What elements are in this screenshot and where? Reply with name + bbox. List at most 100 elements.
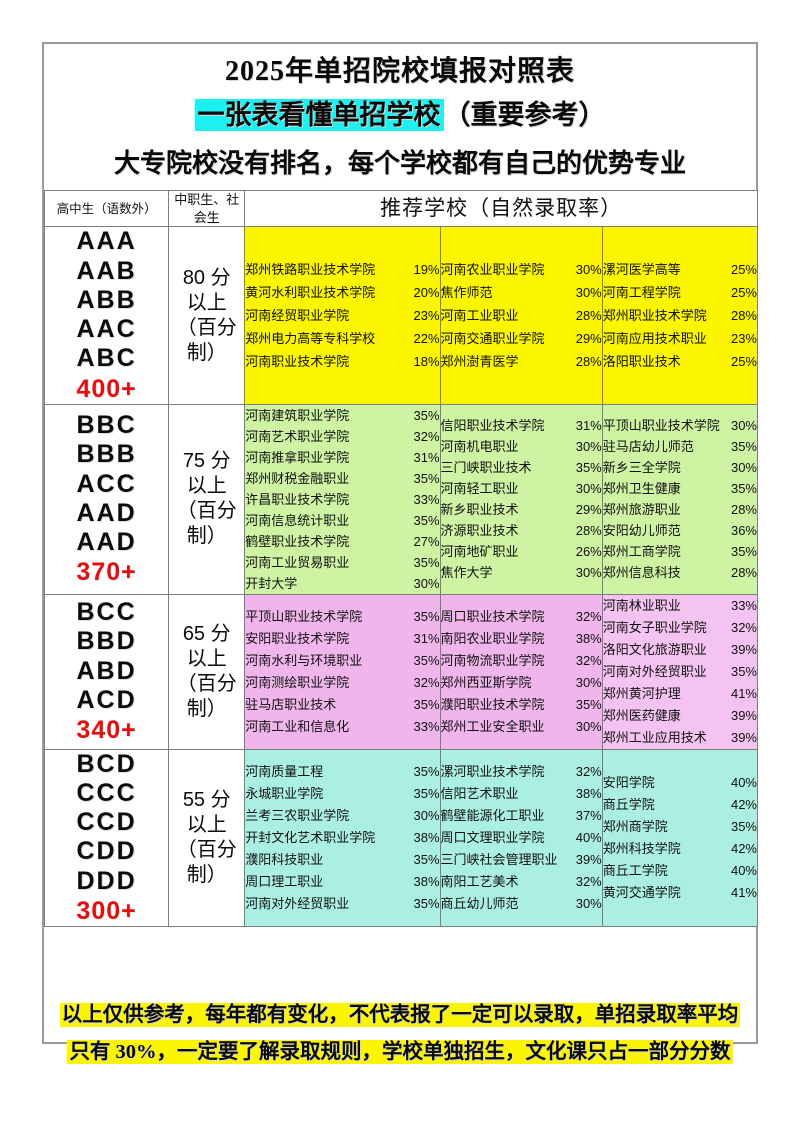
school-name: 河南对外经贸职业 xyxy=(602,665,707,679)
school-entry[interactable]: 河南物流职业学院 32% xyxy=(441,650,602,672)
school-entry[interactable]: 驻马店职业技术 35% xyxy=(245,694,439,716)
school-entry[interactable]: 平顶山职业技术学院 35% xyxy=(245,606,439,628)
school-entry[interactable]: 河南工业和信息化 33% xyxy=(245,716,439,738)
school-entry[interactable]: 河南工业职业 28% xyxy=(441,304,602,327)
school-entry[interactable]: 周口理工职业 38% xyxy=(245,871,439,893)
standard-score-line: 以上 xyxy=(186,813,227,836)
standard-score-line: 以上 xyxy=(186,647,227,670)
school-entry[interactable]: 三门峡社会管理职业 39% xyxy=(441,849,602,871)
standard-score-line: 75 分 xyxy=(182,450,231,473)
school-entry[interactable]: 河南信息统计职业 35% xyxy=(245,510,439,531)
school-entry[interactable]: 商丘幼儿师范 30% xyxy=(441,893,602,915)
school-entry[interactable]: 焦作大学 30% xyxy=(441,562,602,583)
school-entry[interactable]: 南阳农业职业学院 38% xyxy=(441,628,602,650)
school-entry[interactable]: 河南轻工职业 30% xyxy=(441,478,602,499)
school-entry[interactable]: 河南对外经贸职业 35% xyxy=(245,893,439,915)
standard-score-cell: 65 分以上 （百分 制） xyxy=(168,593,246,750)
school-entry[interactable]: 开封大学 30% xyxy=(245,573,439,594)
school-entry[interactable]: 鹤壁能源化工职业 37% xyxy=(441,805,602,827)
school-entry[interactable]: 驻马店幼儿师范 35% xyxy=(603,436,757,457)
school-entry[interactable]: 开封文化艺术职业学院 38% xyxy=(245,827,439,849)
school-entry[interactable]: 河南测绘职业学院 32% xyxy=(245,672,439,694)
admission-rate: 30% xyxy=(413,575,440,591)
school-entry[interactable]: 三门峡职业技术 35% xyxy=(441,457,602,478)
school-entry[interactable]: 洛阳职业技术 25% xyxy=(603,350,757,373)
school-entry[interactable]: 河南经贸职业学院 23% xyxy=(245,304,439,327)
school-entry[interactable]: 河南艺术职业学院 32% xyxy=(245,426,439,447)
admission-rate: 40% xyxy=(730,863,757,879)
school-entry[interactable]: 黄河交通学院 41% xyxy=(603,882,757,904)
school-entry[interactable]: 济源职业技术 28% xyxy=(441,520,602,541)
school-entry[interactable]: 郑州旅游职业 28% xyxy=(603,499,757,520)
school-entry[interactable]: 河南推拿职业学院 31% xyxy=(245,447,439,468)
school-name: 濮阳职业技术学院 xyxy=(440,698,545,712)
school-entry[interactable]: 河南应用技术职业 23% xyxy=(603,327,757,350)
school-entry[interactable]: 焦作师范 30% xyxy=(441,281,602,304)
school-entry[interactable]: 商丘学院 42% xyxy=(603,794,757,816)
school-entry[interactable]: 许昌职业技术学院 33% xyxy=(245,489,439,510)
school-entry[interactable]: 河南地矿职业 26% xyxy=(441,541,602,562)
standard-score-cell: 55 分以上 （百分 制） xyxy=(168,748,246,927)
school-entry[interactable]: 郑州电力高等专科学校 22% xyxy=(245,327,439,350)
school-entry[interactable]: 安阳职业技术学院 31% xyxy=(245,628,439,650)
school-entry[interactable]: 漯河医学高等 25% xyxy=(603,258,757,281)
school-list: 河南建筑职业学院 35% 河南艺术职业学院 32% 河南推拿职业学院 31% 郑州财税金融职… xyxy=(245,405,439,594)
school-entry[interactable]: 濮阳科技职业 35% xyxy=(245,849,439,871)
admission-rate: 26% xyxy=(575,544,602,560)
school-entry[interactable]: 河南职业技术学院 18% xyxy=(245,350,439,373)
school-entry[interactable]: 郑州商学院 35% xyxy=(603,816,757,838)
school-entry[interactable]: 河南质量工程 35% xyxy=(245,761,439,783)
school-entry[interactable]: 河南林业职业 33% xyxy=(603,595,757,617)
school-entry[interactable]: 鹤壁职业技术学院 27% xyxy=(245,531,439,552)
school-entry[interactable]: 郑州财税金融职业 35% xyxy=(245,468,439,489)
admission-rate: 39% xyxy=(730,708,757,724)
admission-rate: 19% xyxy=(413,262,440,278)
admission-rate: 39% xyxy=(730,730,757,746)
school-entry[interactable]: 郑州铁路职业技术学院 19% xyxy=(245,258,439,281)
school-entry[interactable]: 安阳学院 40% xyxy=(603,772,757,794)
school-entry[interactable]: 新乡职业技术 29% xyxy=(441,499,602,520)
school-entry[interactable]: 郑州工商学院 35% xyxy=(603,541,757,562)
school-entry[interactable]: 周口文理职业学院 40% xyxy=(441,827,602,849)
school-entry[interactable]: 漯河职业技术学院 32% xyxy=(441,761,602,783)
school-entry[interactable]: 安阳幼儿师范 36% xyxy=(603,520,757,541)
school-entry[interactable]: 郑州黄河护理 41% xyxy=(603,683,757,705)
school-entry[interactable]: 河南农业职业学院 30% xyxy=(441,258,602,281)
comparison-table: 高中生（语数外） 中职生、社 会生 推荐学校（自然录取率） AAA AAB ABB A… xyxy=(43,190,759,927)
school-entry[interactable]: 郑州职业技术学院 28% xyxy=(603,304,757,327)
admission-rate: 30% xyxy=(575,439,602,455)
school-name: 焦作大学 xyxy=(440,566,493,580)
school-entry[interactable]: 河南工程学院 25% xyxy=(603,281,757,304)
school-entry[interactable]: 郑州信息科技 28% xyxy=(603,562,757,583)
school-entry[interactable]: 濮阳职业技术学院 35% xyxy=(441,694,602,716)
score-threshold: 400+ xyxy=(76,374,137,403)
school-entry[interactable]: 河南工业贸易职业 35% xyxy=(245,552,439,573)
school-entry[interactable]: 郑州西亚斯学院 30% xyxy=(441,672,602,694)
admission-rate: 35% xyxy=(413,653,440,669)
school-entry[interactable]: 河南交通职业学院 29% xyxy=(441,327,602,350)
school-name: 永城职业学院 xyxy=(245,787,324,801)
school-entry[interactable]: 河南女子职业学院 32% xyxy=(603,617,757,639)
table-row: AAA AAB ABB AAC ABC 400+ 80 分以上 （百分 制） 郑州铁路职业技术学院… xyxy=(43,226,759,405)
school-entry[interactable]: 郑州科技学院 42% xyxy=(603,838,757,860)
school-entry[interactable]: 郑州工业安全职业 30% xyxy=(441,716,602,738)
school-entry[interactable]: 平顶山职业技术学院 30% xyxy=(603,415,757,436)
school-entry[interactable]: 郑州工业应用技术 39% xyxy=(603,727,757,749)
school-entry[interactable]: 商丘工学院 40% xyxy=(603,860,757,882)
school-entry[interactable]: 河南水利与环境职业 35% xyxy=(245,650,439,672)
school-entry[interactable]: 郑州卫生健康 35% xyxy=(603,478,757,499)
school-entry[interactable]: 永城职业学院 35% xyxy=(245,783,439,805)
school-entry[interactable]: 河南对外经贸职业 35% xyxy=(603,661,757,683)
school-entry[interactable]: 黄河水利职业技术学院 20% xyxy=(245,281,439,304)
school-entry[interactable]: 郑州医药健康 39% xyxy=(603,705,757,727)
school-entry[interactable]: 信阳职业技术学院 31% xyxy=(441,415,602,436)
school-entry[interactable]: 郑州澍青医学 28% xyxy=(441,350,602,373)
school-entry[interactable]: 周口职业技术学院 32% xyxy=(441,606,602,628)
school-entry[interactable]: 新乡三全学院 30% xyxy=(603,457,757,478)
school-entry[interactable]: 信阳艺术职业 38% xyxy=(441,783,602,805)
school-entry[interactable]: 南阳工艺美术 32% xyxy=(441,871,602,893)
school-entry[interactable]: 兰考三农职业学院 30% xyxy=(245,805,439,827)
school-entry[interactable]: 河南机电职业 30% xyxy=(441,436,602,457)
school-entry[interactable]: 河南建筑职业学院 35% xyxy=(245,405,439,426)
school-entry[interactable]: 洛阳文化旅游职业 39% xyxy=(603,639,757,661)
